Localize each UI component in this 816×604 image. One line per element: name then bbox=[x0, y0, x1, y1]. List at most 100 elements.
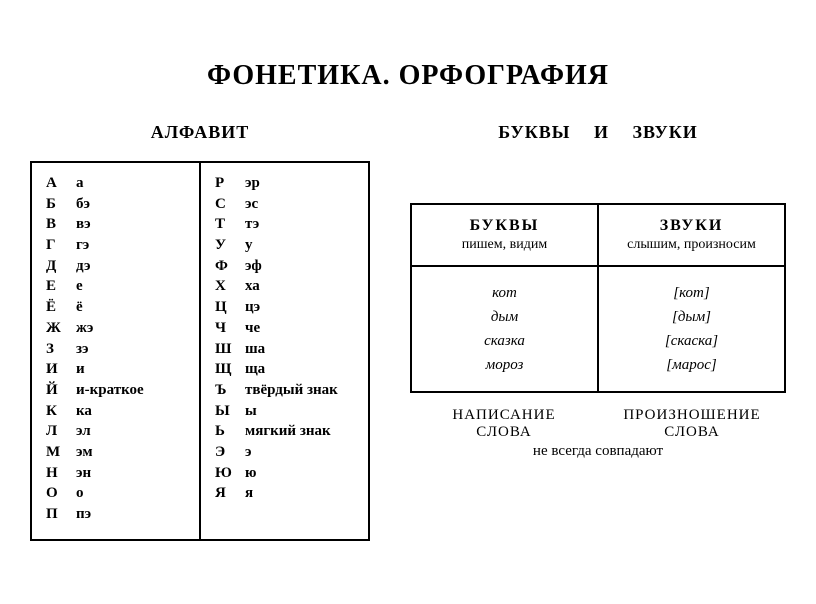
alphabet-row: Фэф bbox=[215, 256, 362, 277]
alphabet-row: Юю bbox=[215, 463, 362, 484]
alphabet-letter: Ц bbox=[215, 297, 245, 318]
caption: НАПИСАНИЕ СЛОВА ПРОИЗНОШЕНИЕ СЛОВА не вс… bbox=[410, 407, 786, 460]
alphabet-letter: С bbox=[215, 194, 245, 215]
alphabet-row: Рэр bbox=[215, 173, 362, 194]
alphabet-row: Кка bbox=[46, 401, 193, 422]
alphabet-letter: Б bbox=[46, 194, 76, 215]
alphabet-row: Жжэ bbox=[46, 318, 193, 339]
alphabet-name: жэ bbox=[76, 318, 193, 339]
alphabet-col-1: АаБбэВвэГгэДдэЕеЁёЖжэЗзэИиЙи-краткоеКкаЛ… bbox=[32, 163, 201, 539]
alphabet-row: Шша bbox=[215, 339, 362, 360]
alphabet-name: ща bbox=[245, 359, 362, 380]
alphabet-row: Ццэ bbox=[215, 297, 362, 318]
alphabet-name: ха bbox=[245, 276, 362, 297]
alphabet-row: Ее bbox=[46, 276, 193, 297]
alphabet-row: Ддэ bbox=[46, 256, 193, 277]
alphabet-name: бэ bbox=[76, 194, 193, 215]
alphabet-letter: З bbox=[46, 339, 76, 360]
alphabet-letter: Щ bbox=[215, 359, 245, 380]
caption-left2: СЛОВА bbox=[410, 424, 598, 441]
alphabet-name: че bbox=[245, 318, 362, 339]
alphabet-name: а bbox=[76, 173, 193, 194]
sound-item: [дым] bbox=[607, 305, 776, 329]
alphabet-letter: М bbox=[46, 442, 76, 463]
alphabet-letter: В bbox=[46, 214, 76, 235]
alphabet-letter: Ч bbox=[215, 318, 245, 339]
alphabet-letter: Д bbox=[46, 256, 76, 277]
alphabet-letter: Е bbox=[46, 276, 76, 297]
alphabet-row: Мэм bbox=[46, 442, 193, 463]
alphabet-letter: Ь bbox=[215, 421, 245, 442]
sounds-cell: [кот][дым][скаска][марос] bbox=[599, 267, 784, 391]
alphabet-name: и-краткое bbox=[76, 380, 193, 401]
alphabet-letter: Р bbox=[215, 173, 245, 194]
alphabet-row: Ттэ bbox=[215, 214, 362, 235]
alphabet-row: Уу bbox=[215, 235, 362, 256]
alphabet-letter: Ж bbox=[46, 318, 76, 339]
word-item: кот bbox=[420, 281, 589, 305]
alphabet-name: цэ bbox=[245, 297, 362, 318]
word-item: дым bbox=[420, 305, 589, 329]
alphabet-name: эм bbox=[76, 442, 193, 463]
alphabet-row: Ээ bbox=[215, 442, 362, 463]
alphabet-row: Ппэ bbox=[46, 504, 193, 525]
words-cell: котдымсказкамороз bbox=[412, 267, 599, 391]
alphabet-letter: Ш bbox=[215, 339, 245, 360]
sound-item: [марос] bbox=[607, 353, 776, 377]
alphabet-name: ю bbox=[245, 463, 362, 484]
alphabet-title: АЛФАВИТ bbox=[30, 122, 370, 143]
alphabet-row: Йи-краткое bbox=[46, 380, 193, 401]
alphabet-name: и bbox=[76, 359, 193, 380]
alphabet-letter: Л bbox=[46, 421, 76, 442]
alphabet-name: я bbox=[245, 483, 362, 504]
alphabet-letter: Э bbox=[215, 442, 245, 463]
alphabet-row: Нэн bbox=[46, 463, 193, 484]
alphabet-letter: У bbox=[215, 235, 245, 256]
alphabet-name: вэ bbox=[76, 214, 193, 235]
alphabet-name: гэ bbox=[76, 235, 193, 256]
alphabet-row: Ббэ bbox=[46, 194, 193, 215]
letters-sounds-title: БУКВЫ И ЗВУКИ bbox=[410, 122, 786, 143]
letters-sounds-section: БУКВЫ И ЗВУКИ БУКВЫ пишем, видим ЗВУКИ с… bbox=[410, 122, 786, 460]
alphabet-letter: Т bbox=[215, 214, 245, 235]
alphabet-row: Ьмягкий знак bbox=[215, 421, 362, 442]
caption-left1: НАПИСАНИЕ bbox=[410, 407, 598, 424]
alphabet-name: дэ bbox=[76, 256, 193, 277]
alphabet-row: Лэл bbox=[46, 421, 193, 442]
alphabet-name: ка bbox=[76, 401, 193, 422]
columns: АЛФАВИТ АаБбэВвэГгэДдэЕеЁёЖжэЗзэИиЙи-кра… bbox=[30, 122, 786, 541]
alphabet-letter: Н bbox=[46, 463, 76, 484]
sound-item: [скаска] bbox=[607, 329, 776, 353]
letters-sounds-table: БУКВЫ пишем, видим ЗВУКИ слышим, произно… bbox=[410, 203, 786, 393]
word-item: сказка bbox=[420, 329, 589, 353]
alphabet-row: Ггэ bbox=[46, 235, 193, 256]
sound-item: [кот] bbox=[607, 281, 776, 305]
caption-right2: СЛОВА bbox=[598, 424, 786, 441]
caption-left-block: НАПИСАНИЕ СЛОВА bbox=[410, 407, 598, 441]
alphabet-letter: Ю bbox=[215, 463, 245, 484]
alphabet-name: тэ bbox=[245, 214, 362, 235]
alphabet-name: твёрдый знак bbox=[245, 380, 362, 401]
alphabet-row: Сэс bbox=[215, 194, 362, 215]
alphabet-name: эф bbox=[245, 256, 362, 277]
alphabet-letter: А bbox=[46, 173, 76, 194]
alphabet-letter: О bbox=[46, 483, 76, 504]
alphabet-name: пэ bbox=[76, 504, 193, 525]
alphabet-name: ы bbox=[245, 401, 362, 422]
header-sounds-sub: слышим, произносим bbox=[607, 237, 776, 253]
alphabet-letter: Ъ bbox=[215, 380, 245, 401]
alphabet-row: Чче bbox=[215, 318, 362, 339]
alphabet-letter: Ф bbox=[215, 256, 245, 277]
alphabet-col-2: РэрСэсТтэУуФэфХхаЦцэЧчеШшаЩщаЪтвёрдый зн… bbox=[201, 163, 368, 539]
alphabet-name: эр bbox=[245, 173, 362, 194]
alphabet-name: о bbox=[76, 483, 193, 504]
alphabet-name: эс bbox=[245, 194, 362, 215]
header-sounds: ЗВУКИ bbox=[607, 217, 776, 235]
alphabet-name: эн bbox=[76, 463, 193, 484]
alphabet-row: Ыы bbox=[215, 401, 362, 422]
alphabet-name: е bbox=[76, 276, 193, 297]
alphabet-row: Ътвёрдый знак bbox=[215, 380, 362, 401]
header-sounds-cell: ЗВУКИ слышим, произносим bbox=[599, 205, 784, 267]
alphabet-row: Ззэ bbox=[46, 339, 193, 360]
alphabet-box: АаБбэВвэГгэДдэЕеЁёЖжэЗзэИиЙи-краткоеКкаЛ… bbox=[30, 161, 370, 541]
